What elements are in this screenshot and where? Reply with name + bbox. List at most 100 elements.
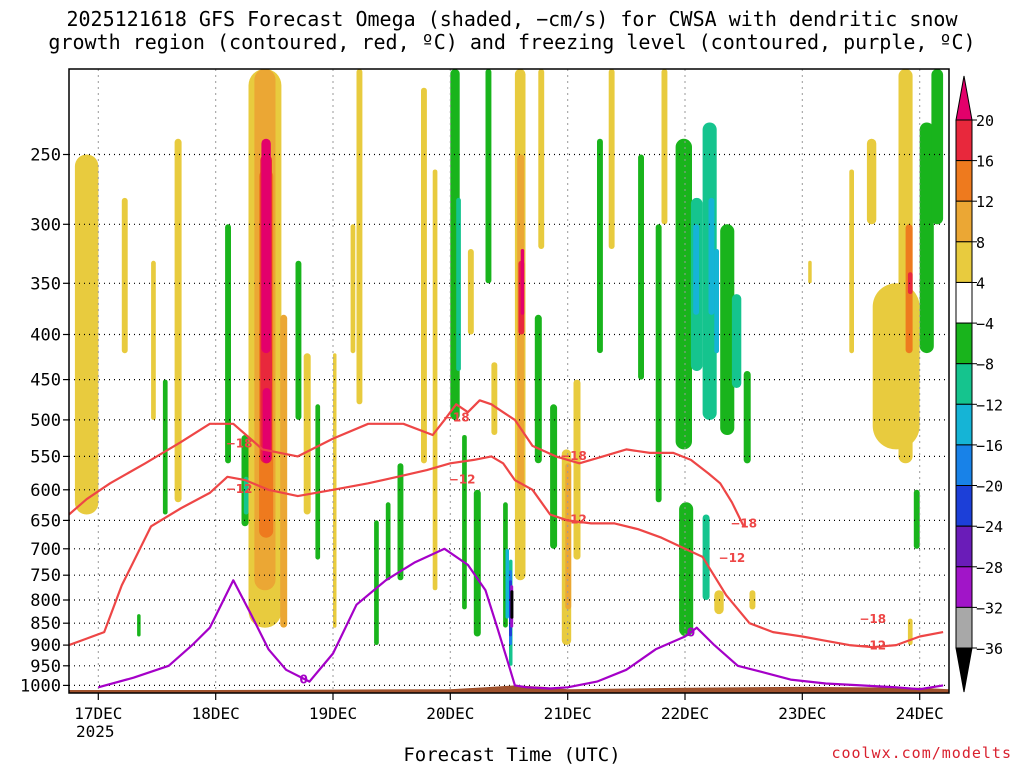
omega-cell <box>374 520 379 645</box>
freezing-contour-label: 0 <box>300 673 308 687</box>
y-tick-label: 300 <box>30 215 61 235</box>
colorbar-swatch <box>955 160 973 202</box>
y-tick-label: 750 <box>30 566 61 586</box>
colorbar-label: −8 <box>976 356 994 374</box>
colorbar-swatch <box>955 444 973 486</box>
omega-cell <box>538 69 545 249</box>
credit-link[interactable]: coolwx.com/modelts <box>831 744 1012 762</box>
dendritic-contour-label: −12 <box>719 551 746 565</box>
y-tick-label: 900 <box>30 636 61 656</box>
colorbar-label: −20 <box>976 478 1003 496</box>
y-tick-label: 800 <box>30 591 61 611</box>
omega-cell <box>808 260 812 284</box>
colorbar-swatch <box>955 200 973 243</box>
colorbar-swatch <box>955 363 973 405</box>
omega-cell <box>731 294 742 388</box>
x-tick-label: 23DEC <box>778 704 826 723</box>
omega-cell <box>597 138 603 354</box>
omega-cell <box>573 379 581 560</box>
colorbar-label: 8 <box>976 234 985 252</box>
omega-cell <box>702 514 710 600</box>
omega-cell <box>898 69 913 464</box>
omega-cell <box>749 590 756 610</box>
colorbar-label: −32 <box>976 599 1003 617</box>
colorbar: 20 16 12 8 4 −4 −8 −12 −16 −20 −24 −28 −32 −36 <box>955 75 1003 693</box>
omega-cell <box>693 224 700 315</box>
y-tick-label: 400 <box>30 326 61 346</box>
omega-cell <box>137 614 141 637</box>
colorbar-swatch <box>955 282 973 324</box>
dendritic-contour-label: −18 <box>443 411 470 425</box>
omega-cell <box>315 404 321 560</box>
x-tick-label: 20DEC <box>426 704 474 723</box>
contour-line-1 <box>69 455 944 649</box>
omega-cell <box>456 197 461 371</box>
colorbar-swatch <box>955 322 973 365</box>
y-tick-label: 250 <box>30 146 61 166</box>
omega-cell <box>350 224 356 354</box>
omega-cell <box>262 388 271 464</box>
colorbar-label: −12 <box>976 396 1003 414</box>
colorbar-label: −16 <box>976 437 1003 455</box>
colorbar-swatch <box>955 485 973 527</box>
y-tick-label: 850 <box>30 614 61 634</box>
y-tick-label: 1000 <box>20 676 61 696</box>
terrain-ground <box>69 685 949 693</box>
omega-cell <box>608 69 615 249</box>
colorbar-swatch <box>955 606 973 649</box>
omega-cell <box>931 69 944 225</box>
colorbar-swatch <box>955 566 973 608</box>
omega-cell <box>550 404 558 549</box>
omega-cell <box>849 169 854 354</box>
colorbar-swatch <box>955 241 973 283</box>
omega-cell <box>907 272 913 295</box>
title-line-2: growth region (contoured, red, ºC) and f… <box>48 30 976 54</box>
omega-cell <box>661 69 668 225</box>
omega-cell <box>462 435 467 610</box>
omega-cell <box>162 379 168 515</box>
omega-cell <box>151 260 156 420</box>
colorbar-label: −36 <box>976 640 1003 658</box>
omega-cell <box>467 249 474 335</box>
dendritic-contour-label: −12 <box>226 482 253 496</box>
title-line-1: 2025121618 GFS Forecast Omega (shaded, −… <box>66 7 958 31</box>
y-tick-label: 950 <box>30 657 61 677</box>
y-tick-label: 350 <box>30 274 61 294</box>
omega-shading <box>74 69 944 666</box>
y-tick-label: 550 <box>30 447 61 467</box>
omega-cell <box>421 87 427 464</box>
y-tick-label: 600 <box>30 481 61 501</box>
omega-cell <box>473 489 481 637</box>
omega-cell <box>714 590 724 615</box>
contour-line-2 <box>98 547 944 691</box>
omega-cell <box>679 502 694 637</box>
omega-cell <box>708 197 715 315</box>
x-tick-label: 21DEC <box>544 704 592 723</box>
omega-cell <box>505 548 509 619</box>
contours: −18 −12 −18 −12 −18 −12 −18 −12 −18 −12 0 0 <box>69 399 944 691</box>
plot-frame <box>68 68 950 694</box>
omega-cell <box>385 502 391 581</box>
omega-cell <box>714 249 719 354</box>
omega-cell <box>397 463 404 581</box>
omega-cell <box>485 69 492 284</box>
omega-cell <box>295 260 302 420</box>
x-year-label: 2025 <box>76 722 115 741</box>
chart-title: 2025121618 GFS Forecast Omega (shaded, −… <box>0 8 1024 54</box>
omega-cell <box>743 371 751 464</box>
dendritic-contour-label: −18 <box>730 516 757 530</box>
dendritic-contour-label: −12 <box>560 512 587 526</box>
x-tick-label: 17DEC <box>74 704 122 723</box>
y-axis: 2503003504004505005506006507007508008509… <box>20 146 69 696</box>
x-tick-label: 22DEC <box>661 704 709 723</box>
terrain-fill <box>69 685 949 693</box>
omega-cell <box>534 314 542 464</box>
colorbar-swatch <box>955 119 973 162</box>
colorbar-label: −4 <box>976 315 994 333</box>
colorbar-swatch <box>955 525 973 568</box>
x-tick-label: 18DEC <box>192 704 240 723</box>
omega-cell <box>866 138 877 225</box>
colorbar-bottom-triangle <box>955 647 973 693</box>
x-tick-label: 19DEC <box>309 704 357 723</box>
